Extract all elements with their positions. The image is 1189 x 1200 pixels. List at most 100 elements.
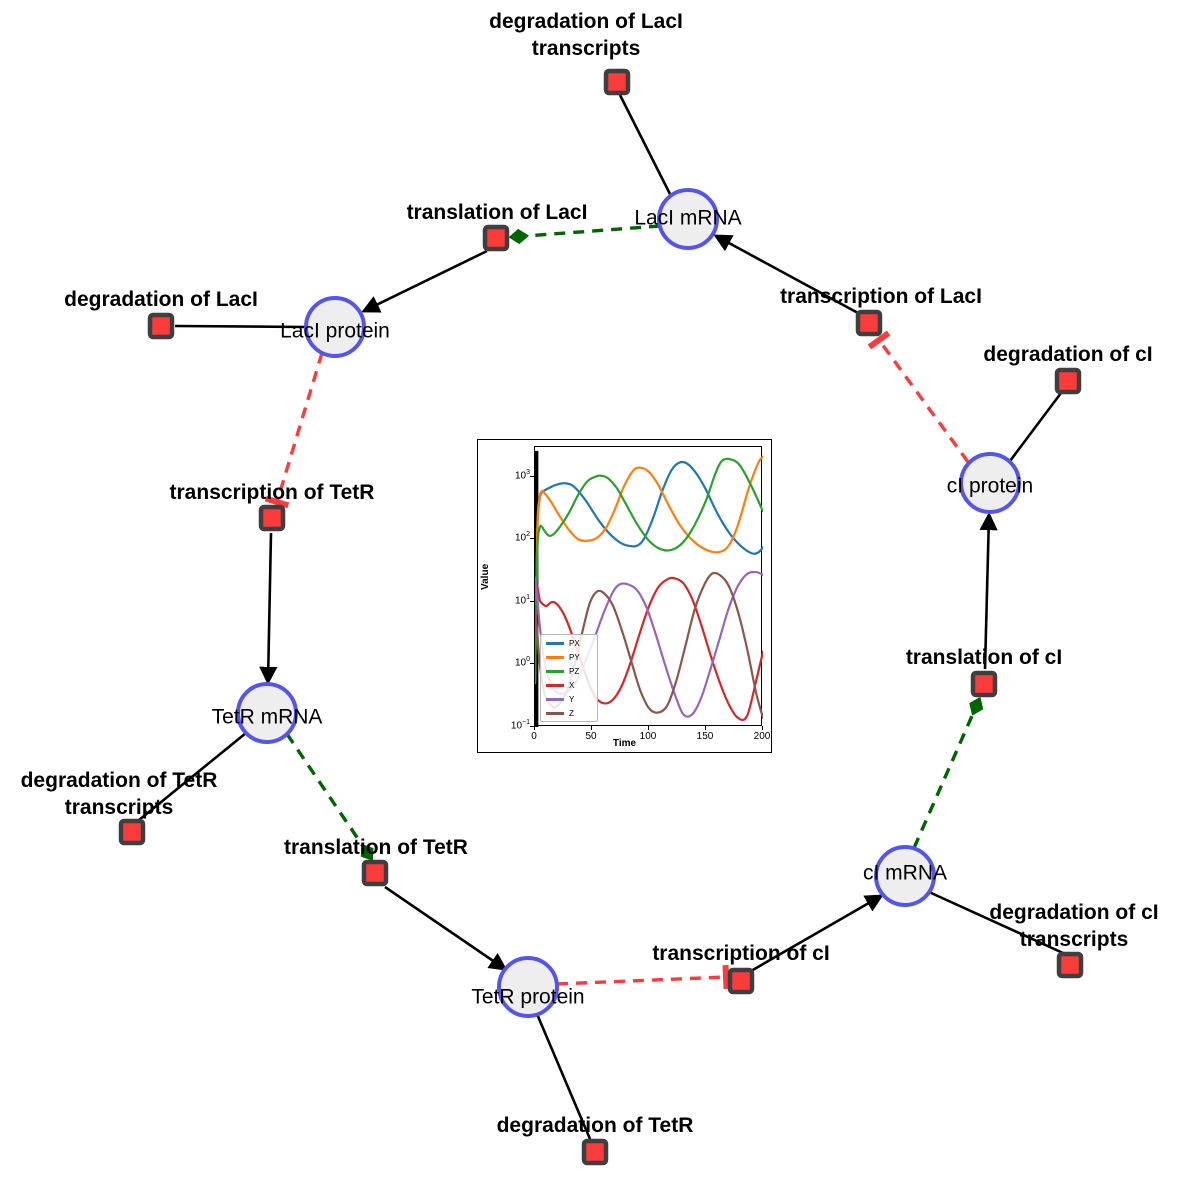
reaction-node-transcription_laci[interactable]	[855, 309, 883, 337]
chart-y-tickmark	[530, 726, 534, 727]
edge-plain[interactable]	[1008, 392, 1063, 462]
reaction-label-deg_tetr_transcripts: degradation of TetR transcripts	[21, 769, 218, 819]
chart-y-tickmark	[530, 538, 534, 540]
reaction-label-transcription_tetr: transcription of TetR	[170, 481, 375, 504]
species-node-ci_protein[interactable]	[959, 452, 1021, 514]
edge-inhibition[interactable]	[867, 330, 970, 464]
chart-y-tickmark	[530, 663, 534, 665]
species-label-tetr_mrna: TetR mRNA	[212, 706, 323, 729]
reaction-label-transcription_laci: transcription of LacI	[780, 285, 982, 308]
chart-x-tick: 150	[696, 731, 714, 742]
chart-x-tickmark	[705, 726, 706, 730]
chart-x-tick: 100	[639, 731, 657, 742]
chart-series-PZ	[535, 457, 763, 685]
reaction-label-deg_laci: degradation of LacI	[64, 288, 258, 311]
label-layer: LacI mRNA LacI protein TetR mRNA TetR prote…	[21, 10, 1159, 1137]
reaction-node-deg_ci_transcripts[interactable]	[1056, 951, 1084, 979]
reaction-node-deg_laci[interactable]	[147, 312, 175, 340]
edge-plain[interactable]	[928, 890, 1064, 955]
species-node-laci_mrna[interactable]	[657, 188, 719, 250]
species-label-ci_protein: cI protein	[947, 475, 1033, 498]
chart-x-tick: 50	[585, 731, 597, 742]
legend-label-Y: Y	[569, 695, 575, 704]
edge-arrow[interactable]	[750, 894, 884, 973]
chart-y-tick: 101	[514, 593, 530, 607]
edge-activation[interactable]	[508, 224, 661, 245]
reaction-node-transcription_ci[interactable]	[727, 967, 755, 995]
chart-x-axis-label: Time	[612, 738, 637, 749]
species-node-laci_protein[interactable]	[304, 296, 366, 358]
chart-x-tick: 200	[753, 731, 771, 742]
edge-plain[interactable]	[618, 94, 674, 199]
reaction-node-transcription_tetr[interactable]	[258, 504, 286, 532]
edge-layer	[138, 94, 1064, 1140]
species-label-laci_protein: LacI protein	[280, 320, 390, 343]
legend-swatch-PX	[546, 642, 564, 645]
edge-arrow[interactable]	[384, 885, 508, 971]
reaction-node-deg_tetr_transcripts[interactable]	[118, 818, 146, 846]
species-label-laci_mrna: LacI mRNA	[634, 207, 741, 230]
reaction-label-translation_tetr: translation of TetR	[284, 836, 468, 859]
legend-label-X: X	[569, 681, 575, 690]
edge-arrow[interactable]	[713, 234, 859, 315]
chart-x-tickmark	[648, 726, 649, 730]
chart-y-tick: 100	[514, 656, 530, 669]
edge-arrow[interactable]	[259, 532, 278, 686]
reaction-node-deg_tetr[interactable]	[581, 1138, 609, 1166]
reaction-label-deg_ci_transcripts: degradation of cI transcripts	[989, 901, 1158, 951]
legend-label-PY: PY	[569, 653, 580, 662]
legend-swatch-Z	[546, 712, 564, 715]
edge-arrow[interactable]	[361, 249, 488, 313]
reaction-node-translation_tetr[interactable]	[361, 859, 389, 887]
species-label-tetr_protein: TetR protein	[471, 986, 584, 1009]
legend-swatch-PY	[546, 656, 564, 659]
species-node-tetr_protein[interactable]	[497, 956, 559, 1018]
chart-x-tickmark	[591, 726, 592, 730]
edge-plain[interactable]	[535, 1013, 592, 1140]
chart-y-tick: 10−1	[510, 719, 530, 732]
chart-y-axis-label: Value	[480, 563, 491, 590]
reaction-node-deg_laci_transcripts[interactable]	[603, 68, 631, 96]
chart-legend-item: PX	[546, 639, 580, 648]
chart-y-tick: 102	[514, 531, 530, 544]
edge-inhibition[interactable]	[556, 964, 730, 990]
reaction-node-translation_laci[interactable]	[482, 224, 510, 252]
edge-plain[interactable]	[138, 731, 247, 822]
chart-y-tickmark	[530, 600, 534, 602]
chart-legend-item: Z	[546, 709, 574, 718]
legend-swatch-Y	[546, 698, 564, 701]
reaction-label-deg_laci_transcripts: degradation of LacI transcripts	[489, 10, 683, 60]
edge-activation[interactable]	[912, 696, 984, 849]
node-layer	[118, 68, 1084, 1166]
edge-arrow[interactable]	[979, 511, 998, 670]
chart-legend-item: Y	[546, 695, 574, 704]
reaction-label-deg_ci: degradation of cI	[983, 343, 1152, 366]
chart-x-tickmark	[762, 726, 763, 730]
chart-x-tickmark	[534, 726, 535, 730]
species-node-ci_mrna[interactable]	[874, 845, 936, 907]
reaction-label-translation_ci: translation of cI	[906, 646, 1062, 669]
reaction-node-translation_ci[interactable]	[970, 670, 998, 698]
chart-legend-item: X	[546, 681, 574, 690]
legend-swatch-PZ	[546, 670, 564, 673]
species-label-ci_mrna: cI mRNA	[863, 862, 947, 885]
chart-legend: PX PY PZ X Y Z	[540, 634, 598, 722]
edge-activation[interactable]	[285, 733, 374, 861]
edge-inhibition[interactable]	[264, 352, 324, 509]
chart-y-tickmark	[530, 475, 534, 477]
legend-swatch-X	[546, 684, 564, 687]
legend-label-PX: PX	[569, 639, 580, 648]
species-node-tetr_mrna[interactable]	[236, 682, 298, 744]
reaction-node-deg_ci[interactable]	[1054, 367, 1082, 395]
legend-label-PZ: PZ	[569, 667, 580, 676]
chart-series-PY	[535, 455, 763, 685]
reaction-label-deg_tetr: degradation of TetR	[497, 1114, 694, 1137]
chart-x-tick: 0	[531, 731, 537, 742]
chart-legend-item: PY	[546, 653, 580, 662]
legend-label-Z: Z	[569, 709, 574, 718]
edge-plain[interactable]	[174, 324, 307, 329]
chart-series-PX	[535, 460, 763, 685]
reaction-label-transcription_ci: transcription of cI	[652, 942, 829, 965]
